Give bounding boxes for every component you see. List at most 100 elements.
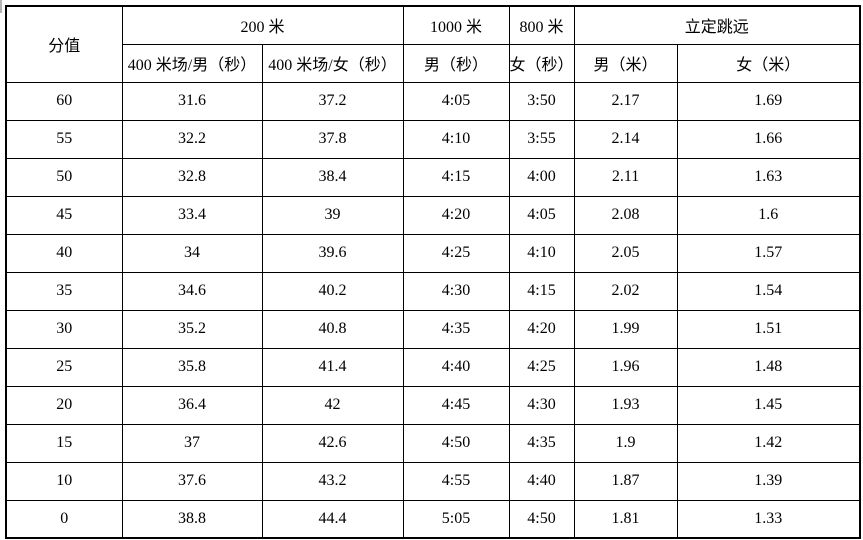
score-cell: 60 xyxy=(5,81,123,121)
table-row: 60 31.6 37.2 4:05 3:50 2.17 1.69 xyxy=(5,81,861,121)
subheader-jump-female-meters: 女（米） xyxy=(676,43,861,83)
400m-male-cell: 38.8 xyxy=(121,499,263,539)
400m-female-cell: 44.4 xyxy=(261,499,404,539)
jump-female-cell: 1.51 xyxy=(676,309,861,349)
jump-female-cell: 1.42 xyxy=(676,423,861,463)
table-row: 10 37.6 43.2 4:55 4:40 1.87 1.39 xyxy=(5,461,861,501)
jump-male-cell: 2.17 xyxy=(573,81,678,121)
1000m-male-cell: 4:55 xyxy=(402,461,510,501)
score-cell: 55 xyxy=(5,119,123,159)
table-row: 0 38.8 44.4 5:05 4:50 1.81 1.33 xyxy=(5,499,861,539)
400m-male-cell: 37 xyxy=(121,423,263,463)
1000m-male-cell: 4:10 xyxy=(402,119,510,159)
400m-male-cell: 37.6 xyxy=(121,461,263,501)
score-cell: 30 xyxy=(5,309,123,349)
800m-female-cell: 4:05 xyxy=(508,195,575,235)
table-row: 15 37 42.6 4:50 4:35 1.9 1.42 xyxy=(5,423,861,463)
1000m-male-cell: 4:35 xyxy=(402,309,510,349)
score-cell: 50 xyxy=(5,157,123,197)
800m-female-cell: 4:00 xyxy=(508,157,575,197)
jump-female-cell: 1.33 xyxy=(676,499,861,539)
jump-female-cell: 1.45 xyxy=(676,385,861,425)
table-header: 分值 200 米 1000 米 800 米 立定跳远 400 米场/男（秒） 4… xyxy=(5,5,861,83)
jump-female-cell: 1.69 xyxy=(676,81,861,121)
jump-female-cell: 1.54 xyxy=(676,271,861,311)
800m-female-cell: 4:40 xyxy=(508,461,575,501)
jump-female-cell: 1.39 xyxy=(676,461,861,501)
400m-male-cell: 35.8 xyxy=(121,347,263,387)
table-row: 45 33.4 39 4:20 4:05 2.08 1.6 xyxy=(5,195,861,235)
header-group-200m: 200 米 xyxy=(121,5,404,45)
400m-female-cell: 40.8 xyxy=(261,309,404,349)
header-score: 分值 xyxy=(5,5,123,83)
jump-male-cell: 1.99 xyxy=(573,309,678,349)
400m-female-cell: 37.2 xyxy=(261,81,404,121)
jump-male-cell: 1.96 xyxy=(573,347,678,387)
fitness-score-table: 分值 200 米 1000 米 800 米 立定跳远 400 米场/男（秒） 4… xyxy=(5,5,862,539)
400m-female-cell: 41.4 xyxy=(261,347,404,387)
400m-female-cell: 42 xyxy=(261,385,404,425)
800m-female-cell: 3:50 xyxy=(508,81,575,121)
1000m-male-cell: 4:25 xyxy=(402,233,510,273)
800m-female-cell: 4:10 xyxy=(508,233,575,273)
score-cell: 25 xyxy=(5,347,123,387)
jump-male-cell: 1.93 xyxy=(573,385,678,425)
jump-female-cell: 1.63 xyxy=(676,157,861,197)
800m-female-cell: 4:50 xyxy=(508,499,575,539)
400m-male-cell: 32.2 xyxy=(121,119,263,159)
jump-female-cell: 1.57 xyxy=(676,233,861,273)
400m-male-cell: 34 xyxy=(121,233,263,273)
800m-female-cell: 4:20 xyxy=(508,309,575,349)
jump-male-cell: 1.81 xyxy=(573,499,678,539)
table-row: 50 32.8 38.4 4:15 4:00 2.11 1.63 xyxy=(5,157,861,197)
header-group-800m: 800 米 xyxy=(508,5,575,45)
400m-female-cell: 39 xyxy=(261,195,404,235)
400m-female-cell: 42.6 xyxy=(261,423,404,463)
jump-male-cell: 2.02 xyxy=(573,271,678,311)
table-row: 20 36.4 42 4:45 4:30 1.93 1.45 xyxy=(5,385,861,425)
subheader-jump-male-meters: 男（米） xyxy=(573,43,678,83)
table-row: 35 34.6 40.2 4:30 4:15 2.02 1.54 xyxy=(5,271,861,311)
jump-male-cell: 2.11 xyxy=(573,157,678,197)
table-row: 55 32.2 37.8 4:10 3:55 2.14 1.66 xyxy=(5,119,861,159)
header-group-standing-long-jump: 立定跳远 xyxy=(573,5,861,45)
800m-female-cell: 3:55 xyxy=(508,119,575,159)
400m-male-cell: 35.2 xyxy=(121,309,263,349)
800m-female-cell: 4:30 xyxy=(508,385,575,425)
1000m-male-cell: 4:15 xyxy=(402,157,510,197)
400m-female-cell: 43.2 xyxy=(261,461,404,501)
jump-male-cell: 1.87 xyxy=(573,461,678,501)
400m-female-cell: 37.8 xyxy=(261,119,404,159)
jump-male-cell: 2.05 xyxy=(573,233,678,273)
table-row: 25 35.8 41.4 4:40 4:25 1.96 1.48 xyxy=(5,347,861,387)
score-cell: 35 xyxy=(5,271,123,311)
1000m-male-cell: 4:05 xyxy=(402,81,510,121)
400m-male-cell: 34.6 xyxy=(121,271,263,311)
table-row: 30 35.2 40.8 4:35 4:20 1.99 1.51 xyxy=(5,309,861,349)
jump-male-cell: 2.08 xyxy=(573,195,678,235)
1000m-male-cell: 4:40 xyxy=(402,347,510,387)
400m-male-cell: 36.4 xyxy=(121,385,263,425)
screen-edge-artifact xyxy=(0,0,2,13)
score-cell: 10 xyxy=(5,461,123,501)
jump-male-cell: 2.14 xyxy=(573,119,678,159)
400m-male-cell: 31.6 xyxy=(121,81,263,121)
400m-female-cell: 38.4 xyxy=(261,157,404,197)
score-cell: 20 xyxy=(5,385,123,425)
400m-female-cell: 39.6 xyxy=(261,233,404,273)
subheader-1000m-male-seconds: 男（秒） xyxy=(402,43,510,83)
1000m-male-cell: 4:30 xyxy=(402,271,510,311)
header-group-1000m: 1000 米 xyxy=(402,5,510,45)
table-row: 40 34 39.6 4:25 4:10 2.05 1.57 xyxy=(5,233,861,273)
score-cell: 0 xyxy=(5,499,123,539)
1000m-male-cell: 5:05 xyxy=(402,499,510,539)
jump-female-cell: 1.48 xyxy=(676,347,861,387)
table-body: 60 31.6 37.2 4:05 3:50 2.17 1.69 55 32.2 37.8 4:10… xyxy=(5,81,861,539)
1000m-male-cell: 4:45 xyxy=(402,385,510,425)
header-sub-row: 400 米场/男（秒） 400 米场/女（秒） 男（秒） 女（秒） 男（米） 女… xyxy=(6,43,861,83)
1000m-male-cell: 4:50 xyxy=(402,423,510,463)
subheader-800m-female-seconds: 女（秒） xyxy=(508,43,575,83)
score-cell: 40 xyxy=(5,233,123,273)
800m-female-cell: 4:35 xyxy=(508,423,575,463)
